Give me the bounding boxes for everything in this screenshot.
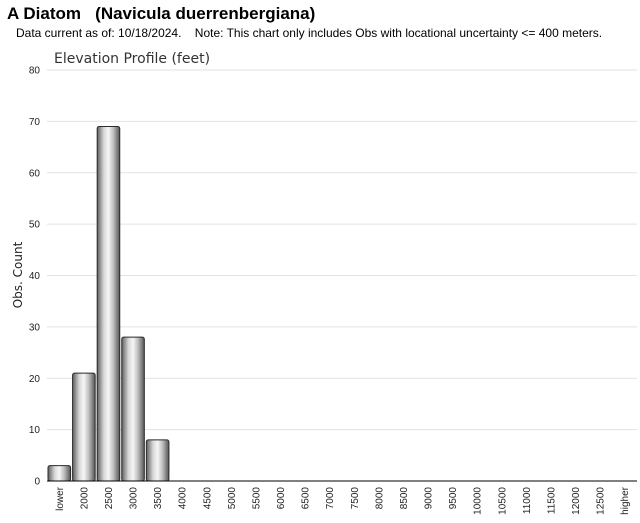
x-tick-label: 7500 [350,487,361,510]
y-tick-label: 70 [29,117,41,128]
x-tick-label: 3000 [129,487,140,510]
y-tick-label: 20 [29,374,41,385]
y-tick-label: 30 [29,322,41,333]
grid-lines [47,69,637,431]
y-tick-label: 80 [29,66,41,77]
x-tick-label: 3500 [153,487,164,510]
x-tick-label: 9000 [424,487,435,510]
x-tick-label: 2500 [104,487,115,510]
x-tick-label: lower [55,486,66,511]
x-tick-label: 4500 [202,487,213,510]
x-tick-label: 4000 [178,487,189,510]
x-tick-labels: lower 2000 2500 3000 3500 4000 4500 5000 5500 600… [55,486,631,514]
x-tick-label: 2000 [79,487,90,510]
x-tick-label: higher [620,486,631,514]
bar-2500 [96,126,121,482]
page-title: A Diatom (Navicula duerrenbergiana) [7,4,316,23]
x-tick-label: 10500 [497,487,508,515]
x-tick-label: 5500 [251,487,262,510]
x-tick-label: 8500 [399,487,410,510]
x-tick-label: 11000 [522,487,533,515]
y-axis-label: Obs. Count [11,241,25,308]
x-tick-label: 7000 [325,487,336,510]
x-tick-label: 11500 [546,487,557,515]
bar-lower [47,465,72,482]
y-tick-label: 40 [29,271,41,282]
x-tick-label: 10000 [473,487,484,515]
x-tick-label: 12500 [596,487,607,515]
y-tick-label: 10 [29,425,41,436]
data-note: Data current as of: 10/18/2024. Note: Th… [16,26,603,40]
bar-3500 [145,439,170,482]
y-tick-label: 50 [29,220,41,231]
x-tick-label: 6000 [276,487,287,510]
bar-3000 [121,336,145,482]
bar-2000 [72,372,96,482]
x-tick-label: 12000 [571,487,582,515]
y-tick-label: 60 [29,168,41,179]
y-tick-label: 0 [34,477,40,488]
bars [47,126,170,482]
x-tick-label: 5000 [227,487,238,510]
chart-title: Elevation Profile (feet) [54,51,210,67]
x-tick-label: 9500 [448,487,459,510]
y-tick-labels: 0 10 20 30 40 50 60 70 80 [29,66,41,488]
x-tick-label: 8000 [374,487,385,510]
x-tick-label: 6500 [301,487,312,510]
